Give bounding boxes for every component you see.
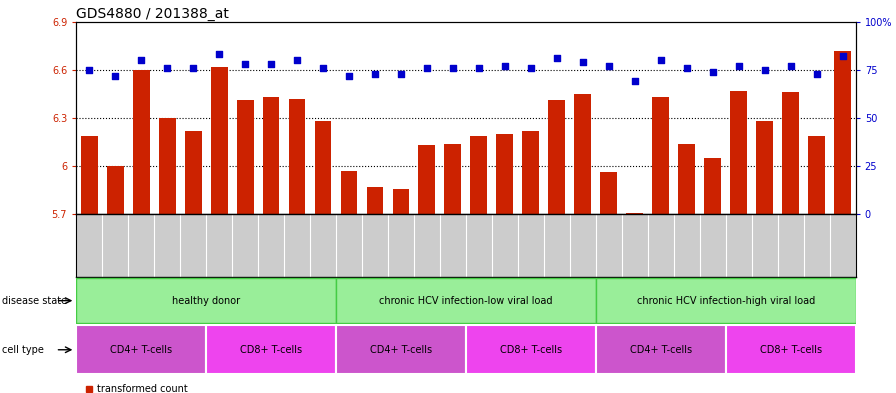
Bar xyxy=(314,121,332,214)
Bar xyxy=(808,136,825,214)
Bar xyxy=(211,66,228,214)
Bar xyxy=(548,100,565,214)
Point xyxy=(576,59,590,65)
Point xyxy=(836,53,850,59)
Bar xyxy=(782,92,799,214)
Bar xyxy=(704,158,721,214)
Point xyxy=(524,65,538,71)
Bar xyxy=(107,166,124,214)
Bar xyxy=(596,325,726,374)
Point xyxy=(368,70,383,77)
Bar xyxy=(336,278,596,323)
Bar xyxy=(596,278,856,323)
Point xyxy=(394,70,409,77)
Text: GDS4880 / 201388_at: GDS4880 / 201388_at xyxy=(76,7,229,20)
Bar xyxy=(263,97,280,214)
Point xyxy=(680,65,694,71)
Bar xyxy=(289,99,306,214)
Text: CD8+ T-cells: CD8+ T-cells xyxy=(760,345,822,355)
Point xyxy=(550,55,564,61)
Point xyxy=(160,65,175,71)
Text: CD4+ T-cells: CD4+ T-cells xyxy=(110,345,172,355)
Bar xyxy=(652,97,669,214)
Point xyxy=(290,57,305,63)
Point xyxy=(784,63,798,69)
Bar xyxy=(159,118,176,214)
Point xyxy=(186,65,201,71)
Bar xyxy=(626,213,643,214)
Bar xyxy=(496,134,513,214)
Text: healthy donor: healthy donor xyxy=(172,296,240,306)
Bar xyxy=(418,145,435,214)
Point xyxy=(810,70,824,77)
Point xyxy=(498,63,513,69)
Point xyxy=(654,57,668,63)
Bar xyxy=(730,91,747,214)
Point xyxy=(706,68,720,75)
Text: cell type: cell type xyxy=(2,345,44,355)
Point xyxy=(342,72,357,79)
Text: chronic HCV infection-high viral load: chronic HCV infection-high viral load xyxy=(637,296,814,306)
Text: disease state: disease state xyxy=(2,296,67,306)
Bar xyxy=(340,171,358,214)
Text: chronic HCV infection-low viral load: chronic HCV infection-low viral load xyxy=(379,296,553,306)
Bar xyxy=(133,70,150,214)
Text: CD4+ T-cells: CD4+ T-cells xyxy=(630,345,692,355)
Text: CD4+ T-cells: CD4+ T-cells xyxy=(370,345,432,355)
Point xyxy=(316,65,331,71)
Text: CD8+ T-cells: CD8+ T-cells xyxy=(240,345,302,355)
Bar xyxy=(185,131,202,214)
Point xyxy=(108,72,123,79)
Bar xyxy=(726,325,856,374)
Point xyxy=(472,65,487,71)
Point xyxy=(264,61,279,67)
Bar xyxy=(76,325,206,374)
Point xyxy=(82,66,97,73)
Point xyxy=(602,63,616,69)
Bar xyxy=(466,325,596,374)
Bar xyxy=(366,187,383,214)
Point xyxy=(420,65,435,71)
Bar xyxy=(834,50,851,214)
Bar xyxy=(756,121,773,214)
Point xyxy=(758,66,772,73)
Bar xyxy=(76,278,336,323)
Bar xyxy=(336,325,466,374)
Point xyxy=(238,61,253,67)
Bar xyxy=(522,131,539,214)
Legend: transformed count, percentile rank within the sample: transformed count, percentile rank withi… xyxy=(81,380,265,393)
Bar xyxy=(206,325,336,374)
Bar xyxy=(678,143,695,214)
Point xyxy=(732,63,746,69)
Point xyxy=(446,65,461,71)
Bar xyxy=(444,143,461,214)
Point xyxy=(134,57,149,63)
Bar xyxy=(574,94,591,214)
Bar xyxy=(470,136,487,214)
Point xyxy=(628,78,642,84)
Bar xyxy=(600,173,617,214)
Text: CD8+ T-cells: CD8+ T-cells xyxy=(500,345,562,355)
Bar xyxy=(237,100,254,214)
Bar xyxy=(392,189,409,214)
Bar xyxy=(81,136,98,214)
Point xyxy=(212,51,227,57)
